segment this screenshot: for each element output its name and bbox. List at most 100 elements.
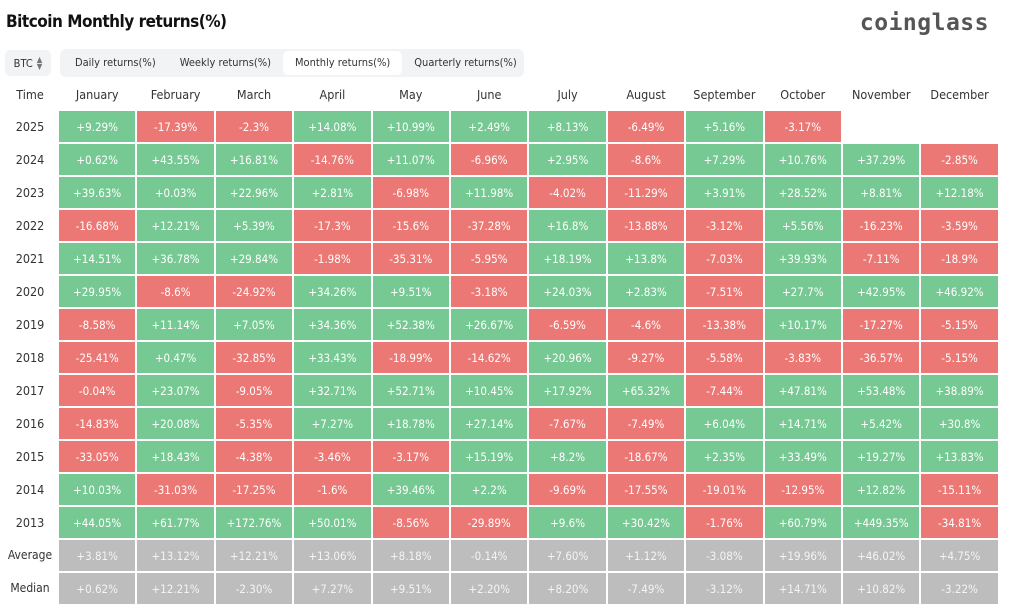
asset-select[interactable]: BTC ▲ ▼ xyxy=(5,50,51,76)
heatmap-cell: +12.21% xyxy=(215,540,293,571)
heatmap-cell: +29.95% xyxy=(59,276,136,307)
heatmap-cell: -18.9% xyxy=(921,243,998,274)
heatmap-cell: -11.29% xyxy=(607,177,685,208)
heatmap-cell: +46.92% xyxy=(921,276,998,307)
heatmap-cell: +14.51% xyxy=(59,243,136,274)
column-header: January xyxy=(75,87,119,102)
heatmap-cell: -1.6% xyxy=(294,474,371,505)
heatmap-cell: +4.75% xyxy=(921,540,998,571)
heatmap-cell: +7.27% xyxy=(294,408,371,439)
heatmap-cell: +23.07% xyxy=(137,375,214,406)
heatmap-cell: -3.17% xyxy=(764,111,841,142)
row-label: 2016 xyxy=(15,416,45,431)
column-header: April xyxy=(319,87,346,102)
row-label: 2023 xyxy=(15,185,45,200)
page-title: Bitcoin Monthly returns(%) xyxy=(6,12,227,32)
heatmap-cell: +172.76% xyxy=(215,507,293,538)
heatmap-cell: +16.8% xyxy=(529,210,606,241)
row-label: 2013 xyxy=(15,515,45,530)
heatmap-cell: +13.8% xyxy=(607,243,685,274)
heatmap-cell: -17.3% xyxy=(294,210,371,241)
heatmap-cell: +8.81% xyxy=(843,177,920,208)
heatmap-cell: +65.32% xyxy=(607,375,685,406)
heatmap-cell: +5.56% xyxy=(764,210,841,241)
heatmap-cell: -6.98% xyxy=(372,177,449,208)
heatmap-cell: -3.59% xyxy=(921,210,998,241)
heatmap-cell: -7.67% xyxy=(529,408,606,439)
heatmap-cell: +16.81% xyxy=(215,144,293,175)
tab-weekly-returns[interactable]: Weekly returns(%) xyxy=(179,56,271,69)
heatmap-cell: +12.82% xyxy=(843,474,920,505)
heatmap-cell: -17.55% xyxy=(607,474,685,505)
heatmap-cell: -4.38% xyxy=(215,441,293,472)
heatmap-cell: -17.27% xyxy=(843,309,920,340)
heatmap-cell: +30.8% xyxy=(921,408,998,439)
heatmap-cell: +2.95% xyxy=(529,144,606,175)
heatmap-cell: +13.06% xyxy=(294,540,371,571)
heatmap-cell: +26.67% xyxy=(451,309,528,340)
heatmap-cell: -3.22% xyxy=(921,573,998,604)
row-label: Average xyxy=(7,548,53,562)
heatmap-cell: -3.12% xyxy=(686,210,763,241)
heatmap-cell: -6.96% xyxy=(451,144,528,175)
heatmap-cell: -35.31% xyxy=(372,243,449,274)
heatmap-cell: +39.63% xyxy=(59,177,136,208)
heatmap-cell: -4.6% xyxy=(607,309,685,340)
tab-monthly-returns[interactable]: Monthly returns(%) xyxy=(283,51,403,75)
heatmap-cell: +8.20% xyxy=(529,573,606,604)
heatmap-cell: +7.60% xyxy=(529,540,606,571)
heatmap-cell: -18.67% xyxy=(607,441,685,472)
heatmap-cell: +10.45% xyxy=(451,375,528,406)
row-label: 2024 xyxy=(15,152,45,167)
row-label: 2015 xyxy=(15,449,45,464)
tab-quarterly-returns[interactable]: Quarterly returns(%) xyxy=(414,56,517,69)
heatmap-cell: +14.71% xyxy=(764,408,841,439)
heatmap-cell: +18.43% xyxy=(137,441,214,472)
heatmap-cell: +52.71% xyxy=(372,375,449,406)
heatmap-cell: -0.04% xyxy=(59,375,136,406)
heatmap-cell: +61.77% xyxy=(137,507,214,538)
heatmap-cell: +19.27% xyxy=(843,441,920,472)
heatmap-cell: +27.7% xyxy=(764,276,841,307)
heatmap-cell: -12.95% xyxy=(764,474,841,505)
heatmap-cell: +50.01% xyxy=(294,507,371,538)
heatmap-cell: +8.2% xyxy=(529,441,606,472)
column-header: February xyxy=(150,87,201,102)
heatmap-cell: -7.44% xyxy=(686,375,763,406)
heatmap-cell: +15.19% xyxy=(451,441,528,472)
heatmap-cell: +46.02% xyxy=(843,540,920,571)
heatmap-cell: -14.62% xyxy=(451,342,528,373)
tab-daily-returns[interactable]: Daily returns(%) xyxy=(75,56,156,69)
heatmap-cell: +24.03% xyxy=(529,276,606,307)
heatmap-cell: +2.83% xyxy=(607,276,685,307)
row-label: Median xyxy=(10,581,50,595)
column-header: June xyxy=(476,87,502,102)
heatmap-cell: +14.08% xyxy=(294,111,371,142)
heatmap-cell: -7.11% xyxy=(843,243,920,274)
heatmap-cell: -25.41% xyxy=(59,342,136,373)
heatmap-cell: +37.29% xyxy=(843,144,920,175)
column-header: March xyxy=(236,87,272,102)
heatmap-cell: -3.17% xyxy=(372,441,449,472)
heatmap-cell: -8.58% xyxy=(59,309,136,340)
heatmap-cell: +28.52% xyxy=(764,177,841,208)
heatmap-cell: -33.05% xyxy=(59,441,136,472)
heatmap-cell: +14.71% xyxy=(764,573,841,604)
heatmap-cell: +60.79% xyxy=(764,507,841,538)
heatmap-cell: +11.14% xyxy=(137,309,214,340)
heatmap-cell: +5.39% xyxy=(215,210,293,241)
heatmap-cell: +19.96% xyxy=(764,540,841,571)
heatmap-cell: -16.23% xyxy=(843,210,920,241)
heatmap-cell: -16.68% xyxy=(59,210,136,241)
heatmap-cell: -3.83% xyxy=(764,342,841,373)
heatmap-cell: -19.01% xyxy=(686,474,763,505)
asset-select-value: BTC xyxy=(13,56,33,70)
heatmap-cell: +1.12% xyxy=(607,540,685,571)
row-label: 2021 xyxy=(15,251,45,266)
heatmap-cell: +38.89% xyxy=(921,375,998,406)
heatmap-cell: +8.13% xyxy=(529,111,606,142)
heatmap-cell: -9.69% xyxy=(529,474,606,505)
heatmap-cell: -17.25% xyxy=(215,474,293,505)
heatmap-cell: +39.46% xyxy=(372,474,449,505)
heatmap-cell: +2.2% xyxy=(451,474,528,505)
